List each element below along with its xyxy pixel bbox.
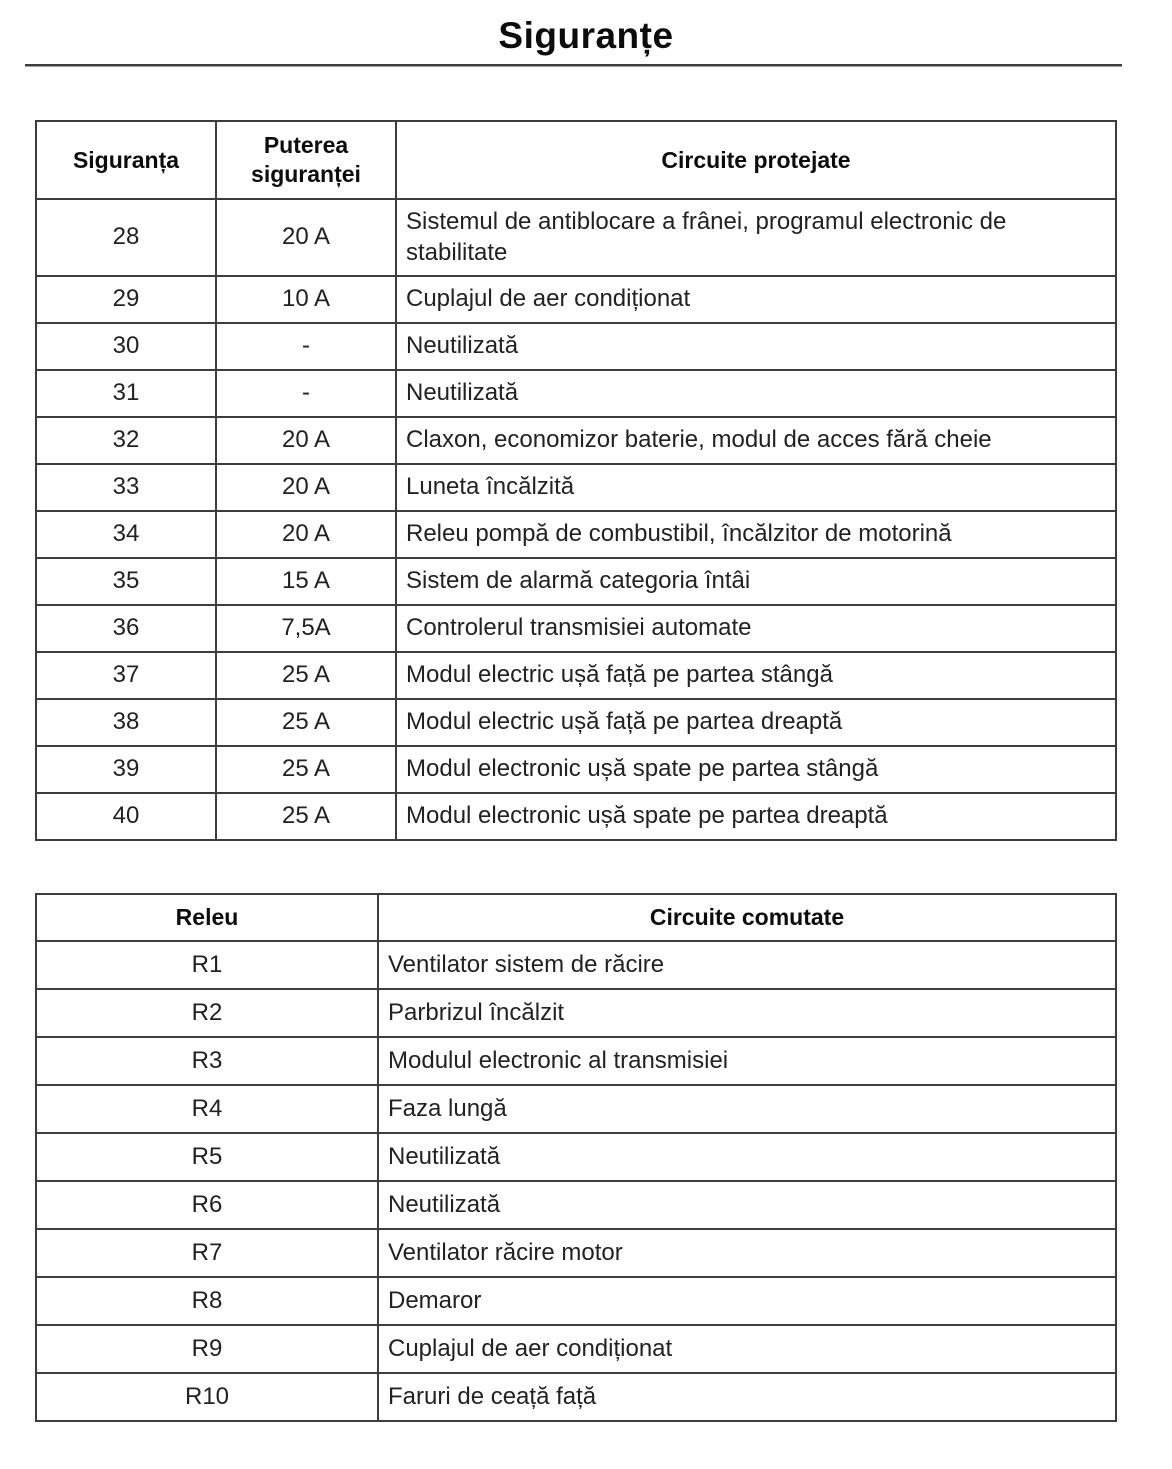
fuse-number: 40 <box>35 792 217 841</box>
fuse-number: 38 <box>35 698 217 747</box>
fuse-table-header-row: Siguranța Puterea siguranței Circuite pr… <box>35 120 1117 200</box>
fuse-number: 32 <box>35 416 217 465</box>
table-row: R3 Modulul electronic al transmisiei <box>35 1036 1117 1086</box>
relay-circuits: Parbrizul încălzit <box>377 988 1117 1038</box>
fuse-rating: - <box>215 322 397 371</box>
fuse-circuits: Releu pompă de combustibil, încălzitor d… <box>395 510 1117 559</box>
table-row: 37 25 A Modul electric ușă față pe parte… <box>35 651 1117 700</box>
table-row: R5 Neutilizată <box>35 1132 1117 1182</box>
fuse-rating: 25 A <box>215 698 397 747</box>
fuse-rating: - <box>215 369 397 418</box>
relay-id: R9 <box>35 1324 379 1374</box>
relay-table-header-row: Releu Circuite comutate <box>35 893 1117 942</box>
fuse-circuits: Modul electric ușă față pe partea stângă <box>395 651 1117 700</box>
relay-circuits: Cuplajul de aer condiționat <box>377 1324 1117 1374</box>
table-row: 36 7,5A Controlerul transmisiei automate <box>35 604 1117 653</box>
table-row: 31 - Neutilizată <box>35 369 1117 418</box>
table-row: 30 - Neutilizată <box>35 322 1117 371</box>
table-row: 28 20 A Sistemul de antiblocare a frânei… <box>35 198 1117 277</box>
fuse-circuits: Cuplajul de aer condiționat <box>395 275 1117 324</box>
fuse-circuits: Modul electronic ușă spate pe partea stâ… <box>395 745 1117 794</box>
fuse-table: Siguranța Puterea siguranței Circuite pr… <box>35 120 1117 841</box>
title-divider <box>25 64 1122 67</box>
relay-id: R3 <box>35 1036 379 1086</box>
relay-id: R8 <box>35 1276 379 1326</box>
fuse-circuits: Luneta încălzită <box>395 463 1117 512</box>
fuse-circuits: Claxon, economizor baterie, modul de acc… <box>395 416 1117 465</box>
table-row: R8 Demaror <box>35 1276 1117 1326</box>
fuse-column-header: Siguranța <box>35 120 217 200</box>
relay-id: R1 <box>35 940 379 990</box>
fuse-number: 29 <box>35 275 217 324</box>
circuits-column-header: Circuite protejate <box>395 120 1117 200</box>
fuse-number: 34 <box>35 510 217 559</box>
table-row: 38 25 A Modul electric ușă față pe parte… <box>35 698 1117 747</box>
rating-column-header: Puterea siguranței <box>215 120 397 200</box>
table-row: 32 20 A Claxon, economizor baterie, modu… <box>35 416 1117 465</box>
table-row: 33 20 A Luneta încălzită <box>35 463 1117 512</box>
table-row: R1 Ventilator sistem de răcire <box>35 940 1117 990</box>
fuse-number: 31 <box>35 369 217 418</box>
fuse-circuits: Modul electronic ușă spate pe partea dre… <box>395 792 1117 841</box>
fuse-number: 35 <box>35 557 217 606</box>
table-row: R2 Parbrizul încălzit <box>35 988 1117 1038</box>
fuse-number: 37 <box>35 651 217 700</box>
relay-circuits: Ventilator sistem de răcire <box>377 940 1117 990</box>
fuse-rating: 20 A <box>215 416 397 465</box>
switched-circuits-column-header: Circuite comutate <box>377 893 1117 942</box>
table-row: 39 25 A Modul electronic ușă spate pe pa… <box>35 745 1117 794</box>
fuse-rating: 25 A <box>215 792 397 841</box>
table-row: 29 10 A Cuplajul de aer condiționat <box>35 275 1117 324</box>
fuse-rating: 20 A <box>215 510 397 559</box>
fuse-number: 30 <box>35 322 217 371</box>
table-row: R10 Faruri de ceață față <box>35 1372 1117 1422</box>
fuse-number: 28 <box>35 198 217 277</box>
table-row: R7 Ventilator răcire motor <box>35 1228 1117 1278</box>
table-row: R6 Neutilizată <box>35 1180 1117 1230</box>
table-row: R9 Cuplajul de aer condiționat <box>35 1324 1117 1374</box>
relay-id: R6 <box>35 1180 379 1230</box>
relay-id: R7 <box>35 1228 379 1278</box>
relay-circuits: Ventilator răcire motor <box>377 1228 1117 1278</box>
relay-circuits: Neutilizată <box>377 1180 1117 1230</box>
fuse-number: 39 <box>35 745 217 794</box>
relay-circuits: Demaror <box>377 1276 1117 1326</box>
fuse-rating: 10 A <box>215 275 397 324</box>
fuse-number: 36 <box>35 604 217 653</box>
fuse-circuits: Sistemul de antiblocare a frânei, progra… <box>395 198 1117 277</box>
table-row: 40 25 A Modul electronic ușă spate pe pa… <box>35 792 1117 841</box>
fuse-rating: 15 A <box>215 557 397 606</box>
page-title: Siguranțe <box>498 15 674 56</box>
table-row: 35 15 A Sistem de alarmă categoria întâi <box>35 557 1117 606</box>
fuse-rating: 25 A <box>215 745 397 794</box>
fuse-circuits: Sistem de alarmă categoria întâi <box>395 557 1117 606</box>
fuse-rating: 20 A <box>215 198 397 277</box>
table-row: 34 20 A Releu pompă de combustibil, încă… <box>35 510 1117 559</box>
fuse-number: 33 <box>35 463 217 512</box>
fuse-rating: 20 A <box>215 463 397 512</box>
fuse-rating: 25 A <box>215 651 397 700</box>
fuse-rating: 7,5A <box>215 604 397 653</box>
relay-circuits: Faza lungă <box>377 1084 1117 1134</box>
relay-circuits: Modulul electronic al transmisiei <box>377 1036 1117 1086</box>
table-row: R4 Faza lungă <box>35 1084 1117 1134</box>
relay-table: Releu Circuite comutate R1 Ventilator si… <box>35 893 1117 1422</box>
fuse-circuits: Neutilizată <box>395 369 1117 418</box>
fuse-circuits: Neutilizată <box>395 322 1117 371</box>
relay-id: R2 <box>35 988 379 1038</box>
relay-circuits: Faruri de ceață față <box>377 1372 1117 1422</box>
relay-circuits: Neutilizată <box>377 1132 1117 1182</box>
relay-id: R4 <box>35 1084 379 1134</box>
fuse-circuits: Modul electric ușă față pe partea dreapt… <box>395 698 1117 747</box>
fuse-circuits: Controlerul transmisiei automate <box>395 604 1117 653</box>
relay-column-header: Releu <box>35 893 379 942</box>
relay-id: R5 <box>35 1132 379 1182</box>
relay-id: R10 <box>35 1372 379 1422</box>
